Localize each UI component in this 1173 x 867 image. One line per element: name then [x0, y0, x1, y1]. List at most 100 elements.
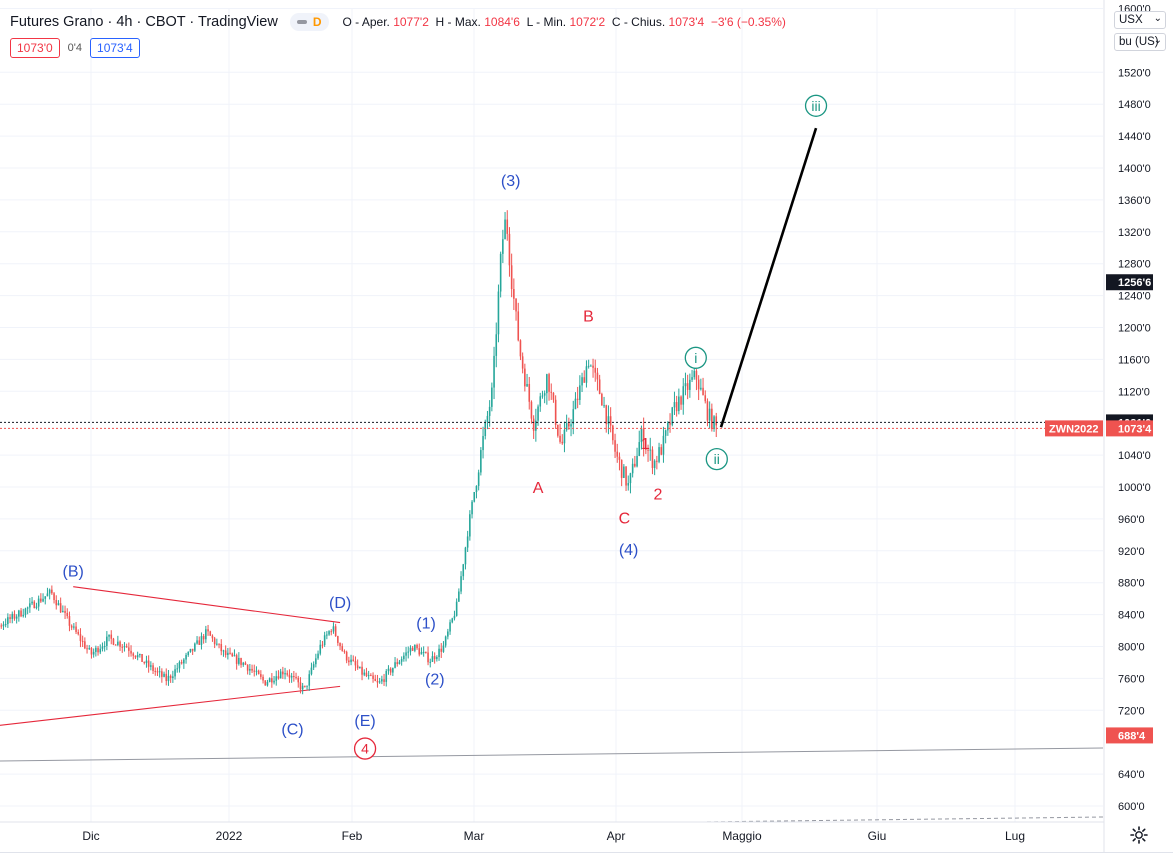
wave-label-4-circle: [353, 737, 377, 760]
candle-body: [290, 676, 293, 678]
candle-body: [9, 617, 11, 619]
candle-body: [686, 383, 689, 390]
candle-body: [119, 641, 121, 647]
candle-body: [653, 460, 656, 468]
candle-body: [493, 355, 495, 388]
candle-body: [251, 668, 253, 671]
time-tick-label: Feb: [342, 829, 363, 843]
candle-body: [7, 617, 9, 625]
candle-body: [42, 598, 44, 602]
candle-body: [306, 685, 308, 687]
candle-body: [548, 374, 550, 392]
candles: [0, 210, 718, 695]
price-tick-label: 800'0: [1118, 642, 1145, 654]
candle-body: [416, 644, 418, 649]
candle-body: [504, 219, 506, 240]
price-tick-label: 840'0: [1118, 610, 1145, 622]
candle-body: [24, 608, 27, 615]
price-tick-label: 1280'0: [1118, 259, 1151, 271]
buy-price-button[interactable]: 1073'4: [90, 38, 140, 58]
candle-body: [312, 664, 315, 668]
candle-body: [422, 651, 425, 653]
wave-label-B: (B): [63, 564, 84, 581]
bottom-toolbar[interactable]: [0, 852, 1173, 867]
candle-body: [180, 662, 183, 664]
wave-label-C: C: [619, 510, 631, 527]
candle-body: [213, 638, 216, 645]
gear-icon[interactable]: [1129, 825, 1149, 845]
candle-body: [319, 644, 322, 654]
candle-body: [506, 219, 509, 234]
candle-body: [649, 449, 652, 451]
price-tick-label: 600'0: [1118, 801, 1145, 813]
candle-body: [642, 428, 645, 449]
price-tick-label: 960'0: [1118, 514, 1145, 526]
wave-label-B: B: [583, 309, 594, 326]
price-axis[interactable]: 600'0 640'0 720'0 760'0 800'0 840'0 880'0 920'0…: [1045, 0, 1173, 852]
candle-body: [152, 665, 154, 671]
candle-body: [374, 678, 377, 681]
ohlc-open-label: O - Aper.: [342, 15, 390, 29]
candle-body: [200, 636, 203, 645]
candle-body: [229, 652, 231, 654]
candle-body: [486, 415, 489, 422]
candle-body: [618, 456, 621, 460]
price-tick-label: 1200'0: [1118, 323, 1151, 335]
candle-body: [477, 472, 480, 486]
candle-body: [218, 643, 220, 645]
candle-body: [447, 631, 449, 637]
symbol-title[interactable]: Futures Grano · 4h · CBOT · TradingView: [10, 14, 278, 30]
price-levels: [0, 421, 1103, 429]
candle-body: [537, 406, 539, 421]
candle-body: [462, 564, 465, 577]
candle-body: [224, 650, 227, 655]
candle-body: [609, 416, 612, 426]
candle-body: [132, 653, 135, 656]
time-tick-label: Giu: [868, 829, 887, 843]
candle-body: [240, 657, 242, 665]
candle-body: [436, 657, 438, 660]
candle-body: [638, 442, 641, 456]
candle-body: [700, 387, 702, 390]
trend-line-dashed: [699, 816, 1104, 823]
candle-body: [257, 670, 260, 675]
candle-body: [713, 416, 715, 429]
candle-body: [145, 660, 148, 664]
candle-body: [90, 648, 93, 655]
candle-body: [275, 676, 278, 681]
sell-price-button[interactable]: 1073'0: [10, 38, 60, 58]
price-level-688: 688'4: [1118, 730, 1146, 742]
candle-body: [634, 463, 636, 467]
candle-body: [684, 383, 687, 387]
candle-body: [394, 662, 396, 668]
candle-body: [535, 420, 537, 431]
candle-body: [605, 405, 608, 425]
candle-body: [40, 598, 42, 602]
ohlc-high-label: H - Max.: [435, 15, 481, 29]
candle-body: [631, 463, 634, 474]
currency-select[interactable]: USX ⌄: [1114, 11, 1166, 29]
candle-body: [682, 386, 685, 405]
unit-select[interactable]: bu (US) ⌄: [1114, 33, 1166, 51]
candle-body: [125, 646, 128, 648]
candle-body: [579, 385, 581, 400]
candle-body: [260, 674, 262, 677]
candle-body: [702, 387, 704, 396]
candle-body: [691, 377, 693, 380]
candle-body: [429, 661, 432, 663]
candle-body: [88, 648, 91, 650]
candle-body: [106, 636, 108, 646]
price-level-688-tag: [1106, 727, 1153, 744]
price-tick-label: 1520'0: [1118, 67, 1151, 79]
candle-body: [711, 408, 713, 429]
trend-line: [0, 747, 1104, 762]
price-tick-label: 640'0: [1118, 769, 1145, 781]
wave-label-1: (1): [416, 616, 436, 633]
candle-body: [526, 383, 528, 387]
candle-body: [552, 392, 555, 400]
spread-value: 0'4: [67, 42, 83, 54]
time-axis[interactable]: Dic 2022 Feb Mar Apr Maggio Giu Lug: [0, 821, 1104, 843]
projection-line: [719, 127, 818, 428]
status-pill[interactable]: D: [289, 13, 329, 31]
